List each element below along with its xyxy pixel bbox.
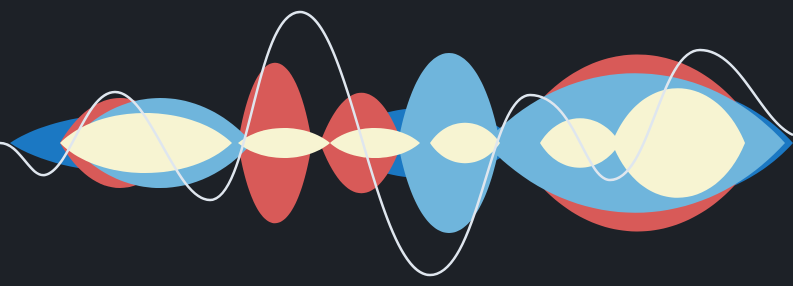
page	[0, 0, 793, 286]
waveform-illustration	[0, 0, 793, 286]
